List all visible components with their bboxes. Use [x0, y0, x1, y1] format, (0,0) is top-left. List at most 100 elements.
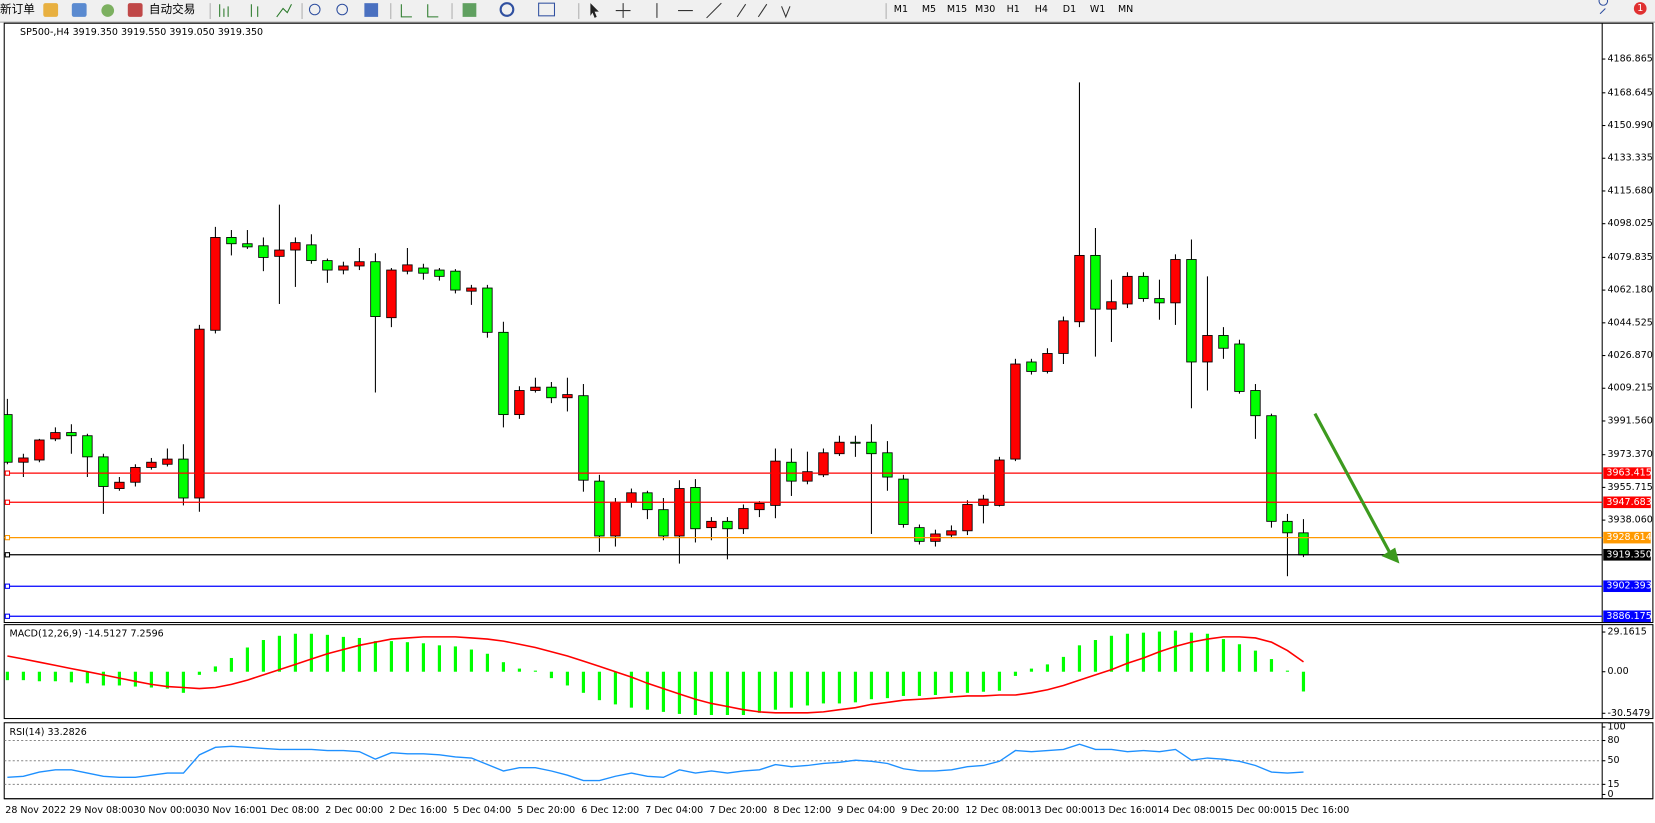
timeframe-button[interactable]: MN — [1118, 4, 1133, 15]
candle-body — [290, 242, 301, 251]
icon[interactable] — [538, 2, 556, 17]
macd-bar — [773, 671, 778, 710]
icon[interactable] — [71, 3, 87, 17]
timeframe-button[interactable]: D1 — [1063, 4, 1076, 15]
macd-bar — [37, 671, 41, 682]
candle-body — [834, 441, 845, 455]
candle-body — [354, 261, 365, 267]
macd-bar — [901, 671, 906, 696]
macd-bar — [1109, 635, 1114, 672]
macd-bar — [1237, 644, 1242, 672]
candle-body — [1298, 532, 1309, 556]
y-tick-label: 4062.180 — [1607, 285, 1652, 296]
timeframe-button[interactable]: W1 — [1090, 4, 1105, 15]
x-tick-label: 15 Dec 00:00 — [1221, 805, 1285, 816]
macd-bar — [885, 671, 890, 699]
x-tick-label: 2 Dec 16:00 — [389, 805, 447, 816]
x-tick-label: 13 Dec 16:00 — [1093, 805, 1157, 816]
candle-body — [1170, 259, 1181, 304]
auto-trading-button[interactable]: 自动交易 — [149, 2, 195, 16]
candle-body — [1090, 254, 1101, 310]
icon[interactable] — [400, 4, 439, 18]
candle-body — [1138, 275, 1149, 300]
level-label-bg — [1603, 548, 1651, 561]
macd-bar — [549, 671, 554, 679]
y-tick-label: 4115.680 — [1607, 185, 1652, 196]
candle-body — [370, 261, 381, 317]
icon[interactable] — [127, 3, 143, 17]
candle-body — [4, 414, 13, 463]
candle-body — [498, 331, 509, 416]
alert-count: 1 — [1637, 3, 1643, 14]
y-tick-label: 80 — [1607, 735, 1619, 746]
x-tick-label: 29 Nov 08:00 — [69, 805, 133, 816]
macd-bar — [1189, 632, 1194, 672]
macd-bar — [1029, 668, 1034, 672]
macd-bar — [437, 645, 441, 672]
candle-body — [882, 452, 893, 478]
level-label-bg — [1603, 496, 1651, 509]
candle-body — [338, 265, 349, 271]
candle-body — [1106, 301, 1117, 310]
timeframe-button[interactable]: H1 — [1007, 4, 1020, 15]
x-tick-label: 9 Dec 04:00 — [837, 805, 895, 816]
icon[interactable] — [101, 4, 115, 17]
macd-bar — [197, 671, 201, 675]
icon[interactable] — [462, 3, 477, 17]
level-label: 3947.683 — [1606, 497, 1651, 508]
candle-body — [850, 441, 861, 444]
search[interactable] — [1598, 0, 1609, 15]
alert-badge[interactable] — [1633, 2, 1647, 15]
icon[interactable] — [499, 2, 515, 17]
y-tick-label: 3991.560 — [1607, 415, 1652, 426]
macd-bar — [101, 671, 105, 686]
macd-bar — [53, 671, 57, 682]
macd-bar — [453, 646, 457, 672]
icon[interactable] — [43, 3, 59, 17]
timeframe-bar: M1 M5 M15 M30 H1 H4 D1 W1 MN — [894, 4, 1134, 15]
candle-body — [626, 492, 637, 503]
macd-bar — [277, 635, 281, 672]
drawing-tools[interactable] — [615, 2, 791, 19]
arrow-shaft — [1313, 412, 1392, 554]
candle-body — [258, 245, 269, 258]
macd-bar — [1093, 640, 1098, 672]
macd-bar — [965, 671, 970, 693]
candle-body — [738, 508, 749, 530]
candle-body — [1218, 335, 1229, 349]
macd-bar — [389, 641, 393, 672]
candle-body — [1250, 390, 1261, 417]
level-label-bg — [1603, 531, 1651, 544]
y-tick-label: 15 — [1607, 779, 1619, 790]
macd-bar — [853, 671, 858, 703]
x-tick-label: 1 Dec 08:00 — [261, 805, 319, 816]
timeframe-button[interactable]: M5 — [922, 4, 936, 15]
macd-signal-line — [7, 636, 1304, 714]
zoom-out[interactable] — [336, 3, 349, 16]
level-label-bg — [1603, 467, 1651, 479]
candle-body — [706, 520, 717, 529]
cursor-tool[interactable] — [590, 3, 599, 18]
x-tick-label: 15 Dec 16:00 — [1285, 805, 1349, 816]
candle-body — [114, 481, 125, 489]
icon[interactable] — [219, 3, 292, 18]
candle-body — [242, 243, 253, 248]
timeframe-button[interactable]: M30 — [975, 4, 995, 15]
macd-bar — [581, 671, 586, 693]
candle-body — [130, 466, 141, 483]
timeframe-button[interactable]: M1 — [894, 4, 908, 15]
new-order-button[interactable]: 新订单 — [0, 2, 35, 16]
candle-body — [18, 457, 29, 463]
zoom-in[interactable] — [308, 3, 321, 16]
macd-bar — [645, 671, 650, 710]
candle-body — [546, 386, 557, 399]
candle-body — [82, 435, 93, 458]
icon[interactable] — [364, 3, 379, 17]
macd-bar — [1125, 633, 1130, 672]
arrow-head — [1381, 547, 1400, 564]
timeframe-button[interactable]: H4 — [1035, 4, 1048, 15]
x-tick-label: 7 Dec 04:00 — [645, 805, 703, 816]
candle-body — [418, 267, 429, 274]
timeframe-button[interactable]: M15 — [947, 4, 967, 15]
